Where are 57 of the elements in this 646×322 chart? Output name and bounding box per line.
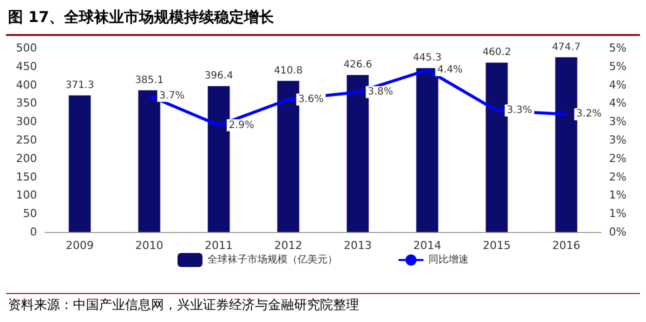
chart-title: 图 17、全球袜业市场规模持续稳定增长 [8,8,274,27]
x-tick-label: 2015 [482,239,511,252]
data-label: 396.4 [204,70,234,82]
legend-label: 同比增速 [428,254,468,266]
bar [138,90,160,232]
y-tick-label: 250 [16,134,37,146]
bar [346,75,369,232]
y-tick-label: 100 [16,188,37,202]
y2-tick-label: 4% [609,78,626,92]
data-label: 460.2 [482,47,512,58]
legend-label: 全球袜子市场规模（亿美元） [208,254,338,266]
y2-tick-label: 1% [609,188,626,202]
y2-tick-label: 1% [609,207,626,220]
bar [486,62,508,232]
bar [208,86,230,232]
y2-tick-label: 3% [609,115,626,128]
x-tick-label: 2013 [344,239,372,252]
y-tick-label: 300 [16,115,37,128]
x-tick-label: 2012 [274,239,302,252]
y-tick-label: 200 [16,152,37,165]
y-tick-label: 500 [16,42,37,54]
data-label: 385.1 [134,74,164,86]
bar [416,68,438,232]
x-tick-label: 2009 [66,239,94,252]
data-label: 426.6 [343,60,372,71]
data-label: 3.3% [506,105,532,116]
data-label: 2.9% [228,120,254,131]
y2-tick-label: 5% [609,60,626,73]
text: 资料来源：中国产业信息网，兴业证券经济与金融研究院整理 [8,297,359,314]
bar [555,57,578,232]
bar [68,95,91,232]
data-label: 410.8 [274,65,303,76]
data-label: 3.6% [298,94,324,106]
data-label: 3.8% [368,86,394,98]
y2-tick-label: 5% [609,42,626,54]
y-tick-label: 450 [16,60,37,73]
x-tick-label: 2011 [204,239,233,252]
y2-tick-label: 0% [609,226,626,238]
y-tick-label: 150 [16,170,37,184]
y-tick-label: 50 [23,207,37,220]
y2-tick-label: 2% [609,170,626,184]
x-tick-label: 2014 [413,239,442,252]
data-label: 474.7 [552,42,581,53]
data-label: 3.2% [576,108,602,120]
x-tick-label: 2010 [135,239,164,252]
y2-tick-label: 3% [609,134,626,146]
data-label: 4.4% [437,64,463,76]
data-label: 3.7% [159,90,185,102]
data-label: 371.3 [65,80,94,91]
y-tick-label: 0 [30,226,37,238]
y-tick-label: 400 [16,78,37,92]
y-tick-label: 350 [16,96,37,110]
y2-tick-label: 2% [609,152,626,165]
bar [277,80,300,232]
x-tick-label: 2016 [552,239,580,252]
data-label: 445.3 [412,52,442,64]
y2-tick-label: 4% [609,96,626,110]
